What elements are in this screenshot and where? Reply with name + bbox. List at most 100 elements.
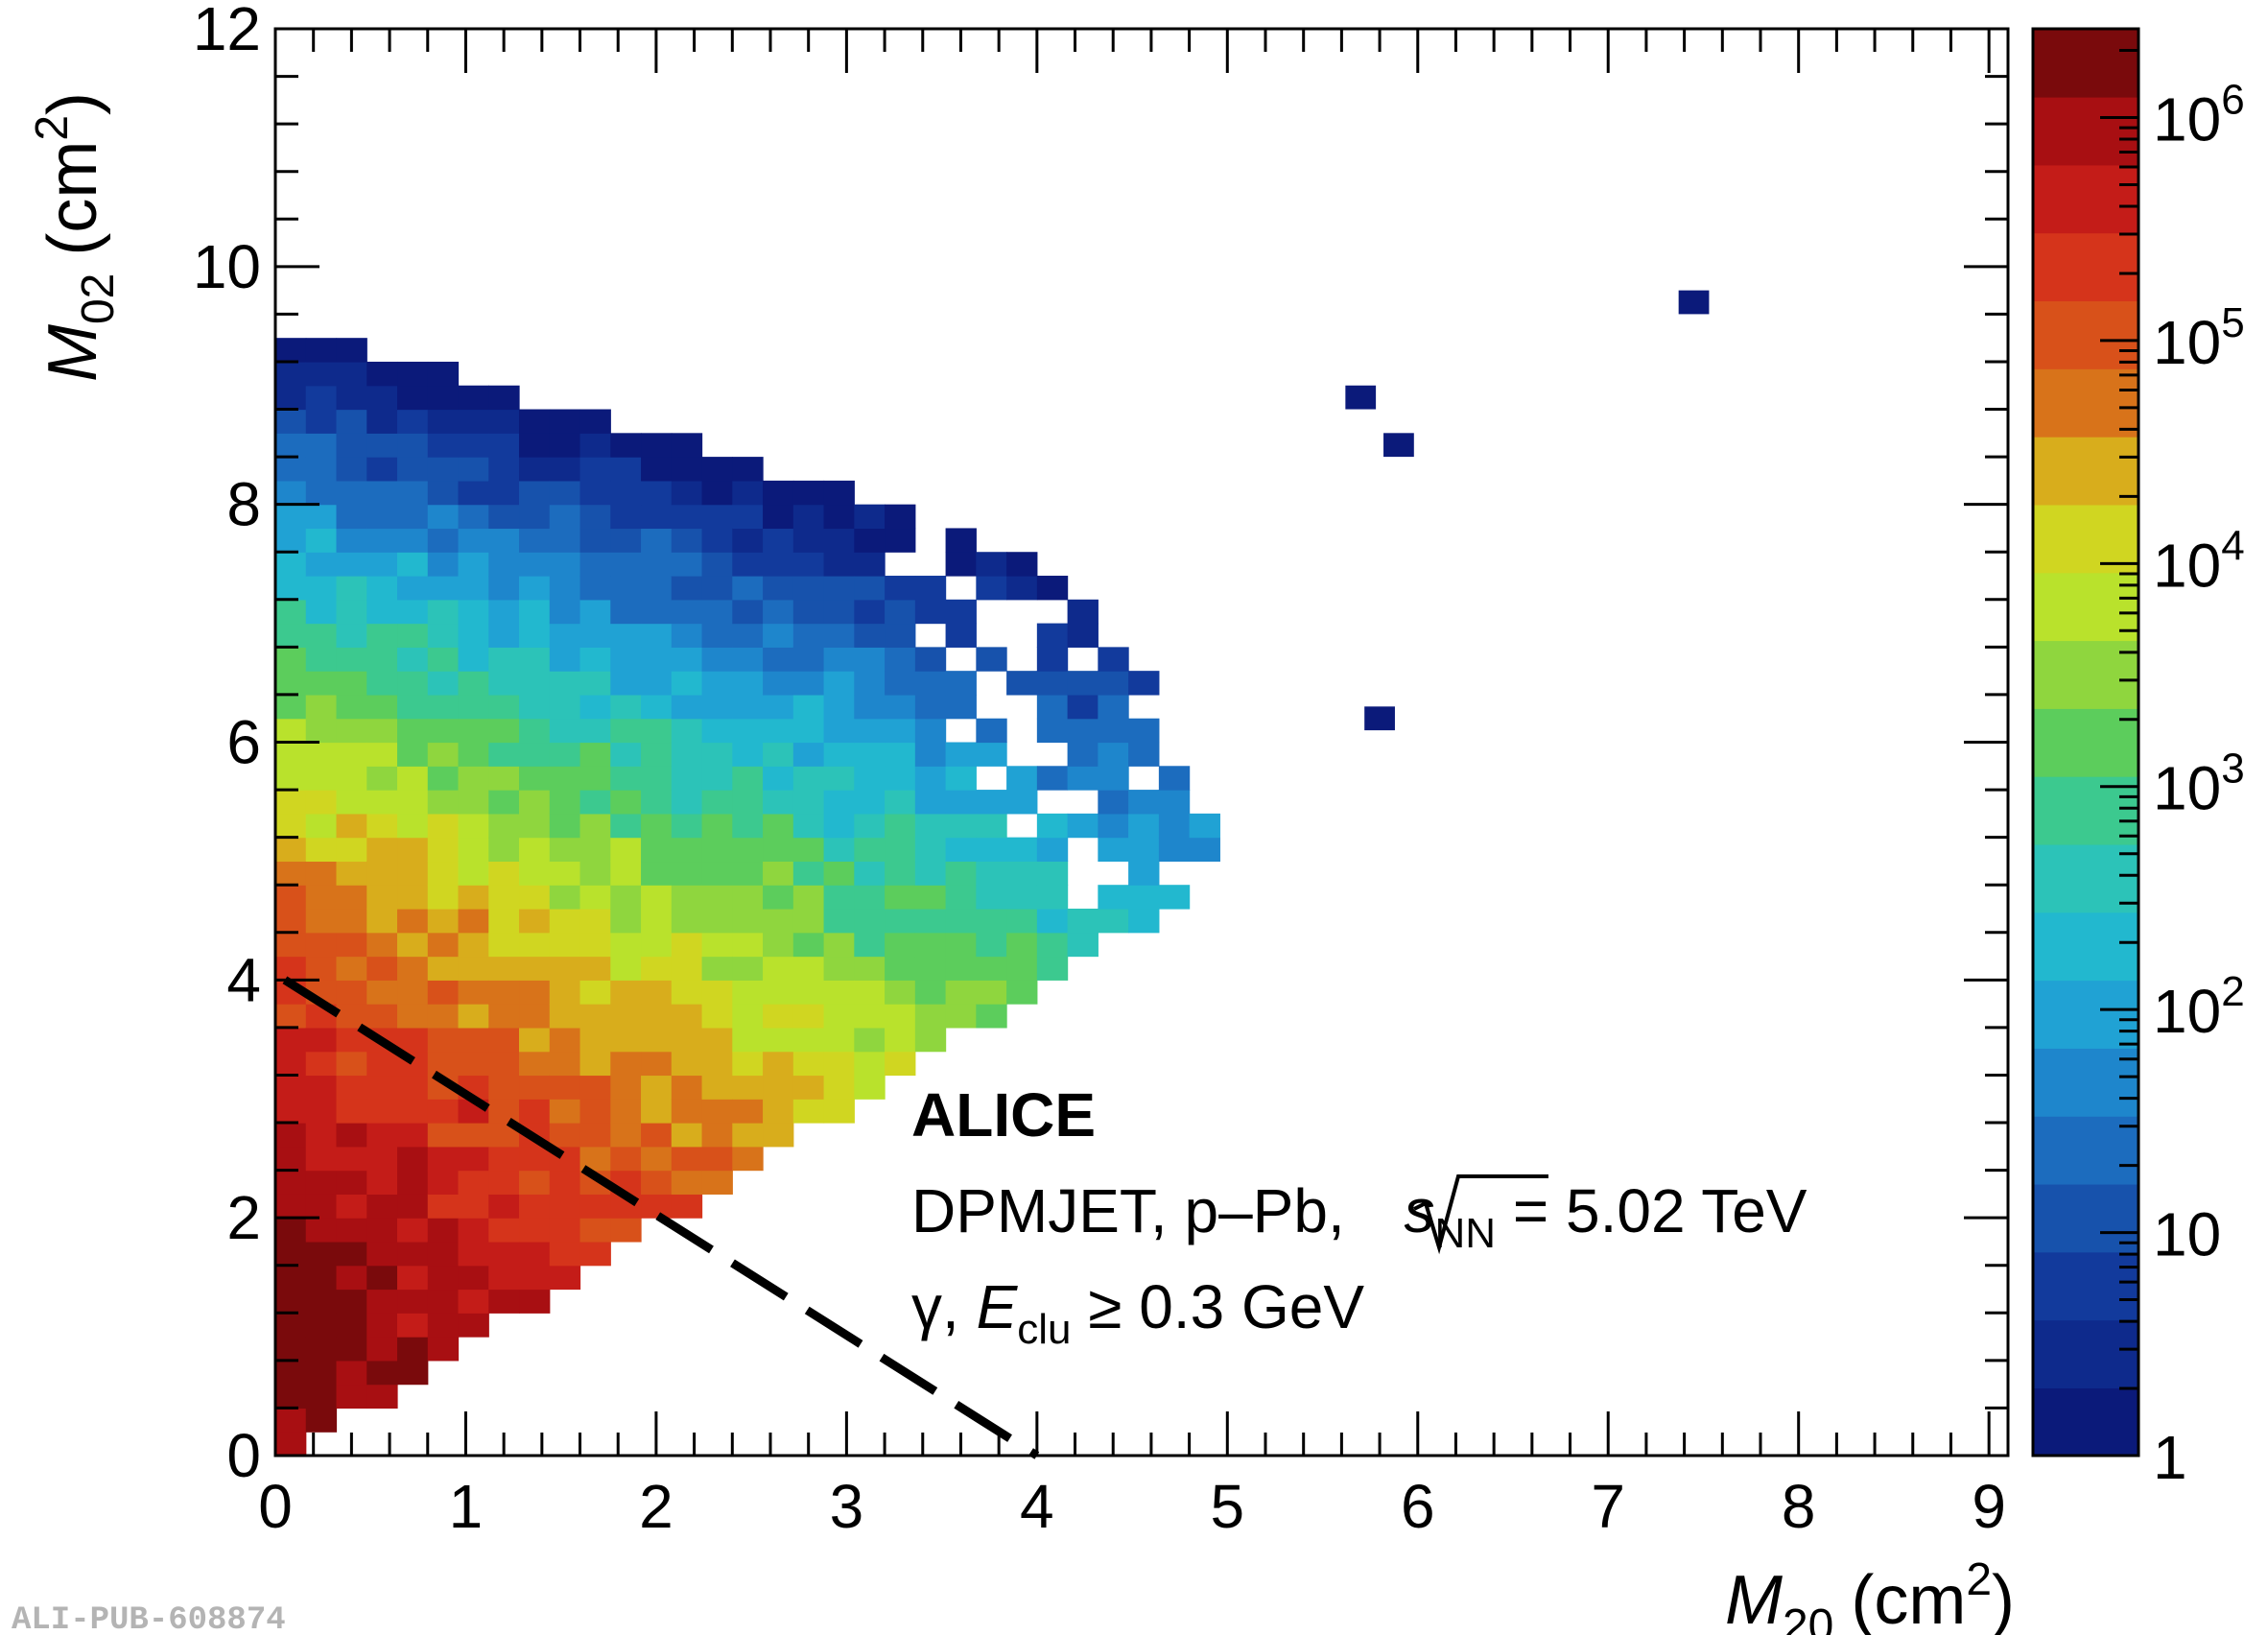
heatmap-cell [854,932,886,958]
heatmap-cell [458,623,489,648]
heatmap-cell [610,837,642,863]
heatmap-cell [488,457,520,482]
heatmap-cell [610,1218,642,1243]
heatmap-cell [549,837,581,863]
heatmap-cell [336,956,367,981]
heatmap-cell [945,813,977,839]
heatmap-cell [945,790,977,815]
heatmap-cell [1006,671,1038,696]
heatmap-cell [305,813,338,839]
heatmap-cell [488,766,520,791]
heatmap-cell [336,385,367,411]
heatmap-cell [519,1218,551,1243]
heatmap-cell [914,718,947,744]
heatmap-cell [366,1313,398,1338]
heatmap-cell [763,742,794,767]
heatmap-cell [945,599,977,625]
heatmap-cell [427,433,460,458]
heatmap-cell [427,1218,460,1243]
heatmap-cell [1678,290,1710,315]
heatmap-cell [610,956,642,981]
heatmap-cell [1006,766,1038,791]
heatmap-cell [275,361,307,387]
heatmap-cell [366,980,398,1005]
heatmap-cell [305,480,338,506]
y-tick-label: 2 [226,1183,261,1252]
heatmap-cell [701,718,733,744]
heatmap-cell [397,1218,429,1243]
heatmap-cell [336,1146,367,1172]
heatmap-cell [641,623,673,648]
heatmap-cell [1067,932,1099,958]
heatmap-cell [305,385,338,411]
heatmap-cell [336,338,367,363]
heatmap-cell [519,1194,551,1219]
heatmap-cell [610,861,642,886]
heatmap-cell [976,718,1007,744]
heatmap-cell [397,480,429,506]
heatmap-cell [275,1051,307,1077]
heatmap-cell [397,385,429,411]
heatmap-cell [701,599,733,625]
heatmap-cell [519,457,551,482]
heatmap-cell [701,766,733,791]
heatmap-cells [275,290,1710,1457]
heatmap-cell [336,1360,367,1386]
heatmap-cell [1098,694,1129,720]
heatmap-cell [701,1027,733,1053]
heatmap-cell [366,385,398,411]
heatmap-cell [671,433,703,458]
heatmap-cell [854,1075,886,1100]
heatmap-cell [366,623,398,648]
heatmap-cell [763,1123,794,1148]
heatmap-cell [732,1146,764,1172]
heatmap-cell [671,861,703,886]
heatmap-cell [488,1265,520,1291]
heatmap-cell [488,1075,520,1100]
heatmap-cell [914,647,947,672]
heatmap-cell [427,647,460,672]
heatmap-cell [397,647,429,672]
heatmap-cell [732,861,764,886]
heatmap-cell [366,1146,398,1172]
heatmap-cell [1036,623,1069,648]
colorbar-segment [2033,1319,2138,1388]
heatmap-cell [336,623,367,648]
heatmap-cell [427,1170,460,1195]
heatmap-cell [1067,599,1099,625]
heatmap-cell [305,361,338,387]
heatmap-cell [671,694,703,720]
heatmap-cell [641,980,673,1005]
heatmap-cell [458,1004,489,1029]
heatmap-cell [610,742,642,767]
heatmap-cell [427,1289,460,1314]
heatmap-cell [792,980,825,1005]
heatmap-cell [458,528,489,553]
heatmap-cell [732,1051,764,1077]
heatmap-cell [275,694,307,720]
heatmap-cell [763,956,794,981]
heatmap-cell [701,457,733,482]
heatmap-cell [366,837,398,863]
heatmap-cell [336,599,367,625]
heatmap-cell [1036,718,1069,744]
heatmap-cell [427,885,460,910]
heatmap-cell [1158,837,1191,863]
heatmap-cell [458,1170,489,1195]
heatmap-cell [610,790,642,815]
heatmap-cell [792,694,825,720]
heatmap-cell [549,766,581,791]
heatmap-cell [732,766,764,791]
heatmap-cell [397,576,429,601]
heatmap-cell [366,790,398,815]
heatmap-cell [671,980,703,1005]
colorbar-label: 102 [2153,968,2245,1046]
heatmap-cell [641,718,673,744]
heatmap-cell [763,1027,794,1053]
heatmap-cell [1189,837,1220,863]
heatmap-cell [579,1099,611,1124]
cut-line-dashed [282,976,1040,1459]
heatmap-cell [549,908,581,934]
heatmap-cell [854,1051,886,1077]
heatmap-cell [458,1241,489,1267]
